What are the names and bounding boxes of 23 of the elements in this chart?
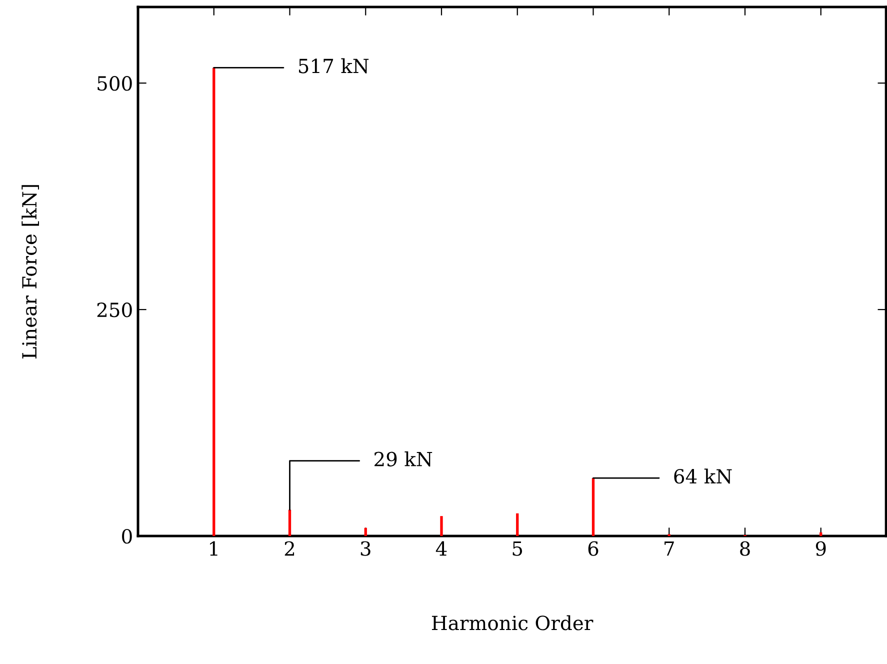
x-tick-label: 2 [284,541,294,556]
bar [820,532,822,536]
x-tick-label: 8 [740,541,750,556]
x-tick-label: 5 [512,541,522,556]
x-tick-label: 1 [210,541,218,556]
x-tick-label: 6 [588,541,598,556]
y-axis-title: Linear Force [kN] [22,185,39,359]
bar [288,510,292,536]
bar [592,478,595,536]
bar [440,516,443,536]
y-tick-label: 0 [122,528,132,544]
annotation: 517 kN [298,58,369,74]
x-tick-label: 3 [360,541,370,556]
annotation: 29 kN [374,451,432,466]
annotation: 64 kN [674,468,732,484]
bar [212,68,216,536]
x-tick-label: 9 [816,541,826,556]
y-tick-label: 250 [97,302,132,318]
x-tick-label: 4 [436,541,447,556]
x-tick-label: 7 [664,541,674,556]
bar [516,513,519,536]
x-axis-title: Harmonic Order [432,615,594,630]
y-tick-label: 500 [98,76,132,91]
